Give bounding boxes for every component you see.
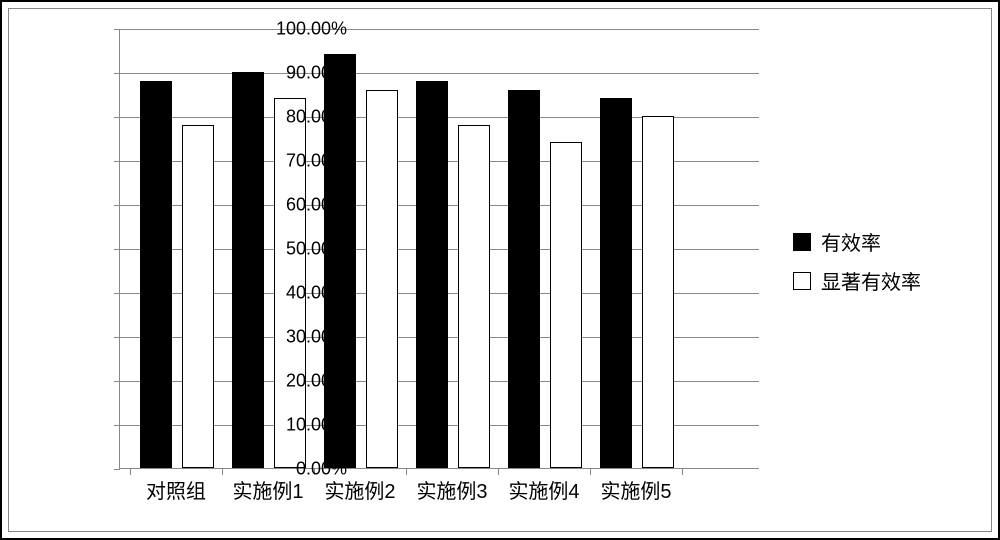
x-tick: [498, 469, 499, 475]
y-tick: [114, 29, 120, 30]
bar-filled: [508, 90, 540, 468]
y-axis-label: 70.00%: [247, 151, 347, 172]
y-tick: [114, 293, 120, 294]
x-tick: [130, 469, 131, 475]
x-tick: [590, 469, 591, 475]
x-axis-label: 实施例3: [416, 475, 487, 504]
legend-swatch-hollow: [793, 272, 811, 290]
y-axis-label: 10.00%: [247, 415, 347, 436]
bar-filled: [232, 72, 264, 468]
gridline: [120, 73, 759, 74]
bar-filled: [140, 81, 172, 468]
chart-outer-frame: 0.00%10.00%20.00%30.00%40.00%50.00%60.00…: [0, 0, 1000, 540]
legend-item: 有效率: [793, 227, 921, 256]
y-tick: [114, 117, 120, 118]
bar-hollow: [642, 116, 674, 468]
y-tick: [114, 425, 120, 426]
bar-hollow: [458, 125, 490, 468]
legend-label: 有效率: [821, 227, 881, 256]
y-axis-label: 20.00%: [247, 371, 347, 392]
y-axis-label: 40.00%: [247, 283, 347, 304]
x-axis-label: 对照组: [146, 475, 206, 504]
y-axis-label: 80.00%: [247, 107, 347, 128]
y-tick: [114, 249, 120, 250]
legend-label: 显著有效率: [821, 266, 921, 295]
bar-filled: [600, 98, 632, 468]
y-axis-label: 90.00%: [247, 63, 347, 84]
legend-swatch-filled: [793, 233, 811, 251]
gridline: [120, 29, 759, 30]
bar-hollow: [550, 142, 582, 468]
x-tick: [222, 469, 223, 475]
x-axis-label: 实施例2: [324, 475, 395, 504]
bar-hollow: [182, 125, 214, 468]
legend-item: 显著有效率: [793, 266, 921, 295]
plot-area: [119, 29, 759, 469]
y-axis-label: 30.00%: [247, 327, 347, 348]
x-axis-label: 实施例1: [232, 475, 303, 504]
x-axis-label: 实施例4: [508, 475, 579, 504]
y-tick: [114, 337, 120, 338]
y-axis-label: 100.00%: [247, 19, 347, 40]
y-tick: [114, 161, 120, 162]
y-tick: [114, 205, 120, 206]
y-axis-label: 60.00%: [247, 195, 347, 216]
x-tick: [682, 469, 683, 475]
x-axis-label: 实施例5: [600, 475, 671, 504]
bar-filled: [416, 81, 448, 468]
bar-hollow: [366, 90, 398, 468]
chart-inner-frame: 0.00%10.00%20.00%30.00%40.00%50.00%60.00…: [8, 8, 992, 532]
y-tick: [114, 73, 120, 74]
y-axis-label: 50.00%: [247, 239, 347, 260]
y-tick: [114, 381, 120, 382]
legend: 有效率 显著有效率: [793, 227, 921, 305]
x-tick: [406, 469, 407, 475]
